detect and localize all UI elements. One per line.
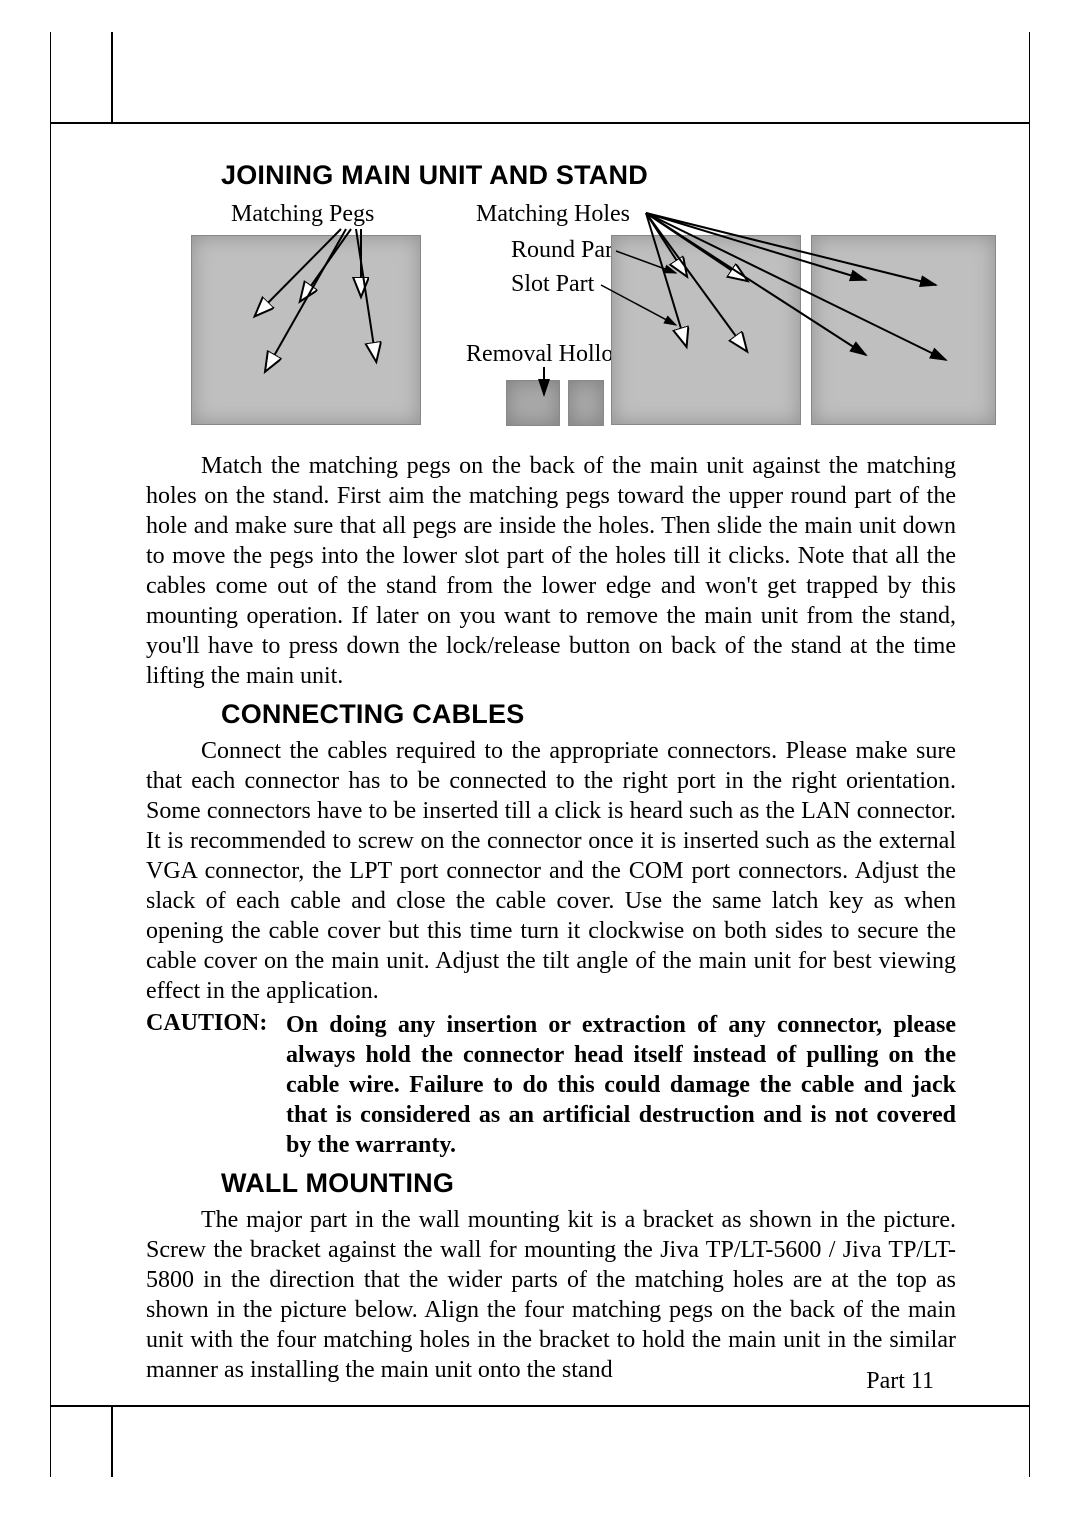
page-number: Part 11 (866, 1368, 934, 1395)
corner-rule-top-left (111, 32, 113, 122)
figure-arrows (146, 195, 1006, 445)
caution-block: CAUTION: On doing any insertion or extra… (146, 1010, 956, 1160)
header-rule (51, 122, 1029, 124)
caution-text: On doing any insertion or extraction of … (286, 1010, 956, 1160)
caution-label: CAUTION: (146, 1010, 286, 1160)
paragraph-joining: Match the matching pegs on the back of t… (146, 451, 956, 691)
paragraph-wall-mounting: The major part in the wall mounting kit … (146, 1205, 956, 1385)
footer-rule (51, 1405, 1029, 1407)
content-area: JOINING MAIN UNIT AND STAND Matching Peg… (146, 152, 956, 1385)
paragraph-connecting: Connect the cables required to the appro… (146, 736, 956, 1006)
heading-connecting: CONNECTING CABLES (221, 699, 956, 730)
heading-wall-mounting: WALL MOUNTING (221, 1168, 956, 1199)
corner-rule-bottom-left (111, 1407, 113, 1477)
figure-row: Matching Pegs Matching Holes Round Part … (146, 195, 956, 445)
heading-joining: JOINING MAIN UNIT AND STAND (221, 160, 956, 191)
page-frame: JOINING MAIN UNIT AND STAND Matching Peg… (50, 32, 1030, 1477)
